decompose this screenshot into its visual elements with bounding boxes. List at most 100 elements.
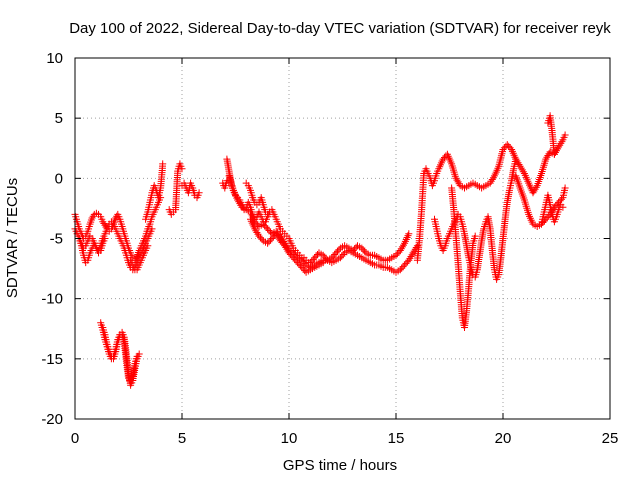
y-tick-label: -5	[50, 231, 63, 248]
data-point	[398, 264, 406, 272]
tick-layer	[74, 57, 611, 420]
data-point	[335, 246, 343, 254]
data-point	[407, 253, 415, 260]
data-point	[89, 212, 97, 220]
data-point	[100, 220, 108, 227]
data-point	[542, 155, 550, 163]
data-point	[530, 187, 538, 195]
data-point	[557, 139, 565, 147]
data-point	[296, 262, 304, 270]
data-point	[543, 214, 551, 222]
data-point	[223, 177, 231, 185]
data-point	[178, 165, 186, 173]
data-point	[486, 179, 494, 187]
data-point	[487, 177, 495, 185]
data-point	[285, 249, 293, 257]
data-point	[517, 164, 525, 172]
data-point	[515, 161, 523, 168]
data-point	[339, 251, 347, 258]
data-point	[396, 247, 404, 254]
data-point	[291, 255, 299, 263]
data-point	[101, 221, 109, 229]
data-point	[266, 208, 274, 216]
data-point	[265, 227, 273, 234]
x-tick-label: 0	[71, 430, 79, 447]
data-point	[529, 189, 537, 197]
data-point	[144, 242, 152, 250]
data-point	[408, 251, 416, 259]
data-point	[519, 168, 527, 176]
data-point	[264, 225, 272, 233]
data-point	[531, 185, 539, 193]
data-point	[361, 247, 369, 255]
data-point	[561, 184, 569, 192]
data-point	[398, 243, 406, 251]
data-point	[558, 195, 565, 203]
data-point	[237, 201, 245, 209]
data-point	[301, 259, 309, 267]
data-point	[558, 138, 566, 146]
data-point	[286, 251, 294, 258]
data-point	[281, 242, 289, 250]
data-point	[489, 174, 497, 182]
data-point	[561, 131, 569, 139]
data-point	[234, 196, 242, 204]
data-point	[312, 252, 320, 260]
data-point	[251, 225, 259, 233]
data-point	[308, 257, 316, 265]
data-point	[195, 189, 203, 197]
data-point	[159, 160, 167, 168]
data-point	[329, 252, 337, 260]
data-point	[252, 227, 260, 235]
data-point	[488, 176, 496, 183]
data-point	[545, 150, 553, 158]
data-point	[265, 238, 273, 246]
data-point	[298, 256, 306, 264]
data-point	[452, 174, 460, 182]
data-point	[505, 142, 513, 150]
data-point	[516, 162, 524, 170]
data-point	[518, 166, 526, 174]
data-point	[272, 230, 280, 238]
data-point	[282, 244, 290, 251]
data-point	[274, 233, 282, 241]
data-point	[559, 203, 567, 211]
data-point	[133, 352, 141, 360]
data-point	[550, 150, 558, 158]
data-point	[148, 225, 156, 233]
data-point	[112, 214, 120, 222]
data-point	[405, 230, 413, 238]
data-point	[273, 232, 281, 239]
data-point	[556, 141, 564, 149]
x-tick-label: 10	[281, 430, 298, 447]
chart-title: Day 100 of 2022, Sidereal Day-to-day VTE…	[69, 20, 611, 37]
data-point	[471, 232, 479, 240]
data-point	[413, 242, 421, 250]
data-point	[253, 229, 261, 236]
data-point	[259, 220, 267, 228]
y-tick-label: -15	[41, 351, 63, 368]
data-point	[532, 183, 540, 191]
data-point	[555, 143, 563, 151]
data-point	[258, 235, 266, 243]
data-point	[298, 263, 306, 271]
y-tick-label: 10	[46, 50, 63, 67]
y-axis-label: SDTVAR / TECUs	[4, 178, 21, 298]
data-point	[544, 152, 552, 159]
data-point	[405, 256, 413, 264]
y-tick-label: 5	[55, 110, 63, 127]
x-tick-label: 5	[178, 430, 186, 447]
data-point	[255, 232, 263, 240]
data-point	[334, 247, 341, 255]
x-tick-label: 25	[602, 430, 619, 447]
x-axis-label: GPS time / hours	[283, 457, 397, 474]
x-tick-label: 20	[495, 430, 512, 447]
data-point	[261, 222, 269, 230]
data-point	[543, 153, 551, 161]
data-point	[453, 176, 461, 184]
data-point	[292, 257, 300, 265]
data-point	[392, 251, 400, 259]
